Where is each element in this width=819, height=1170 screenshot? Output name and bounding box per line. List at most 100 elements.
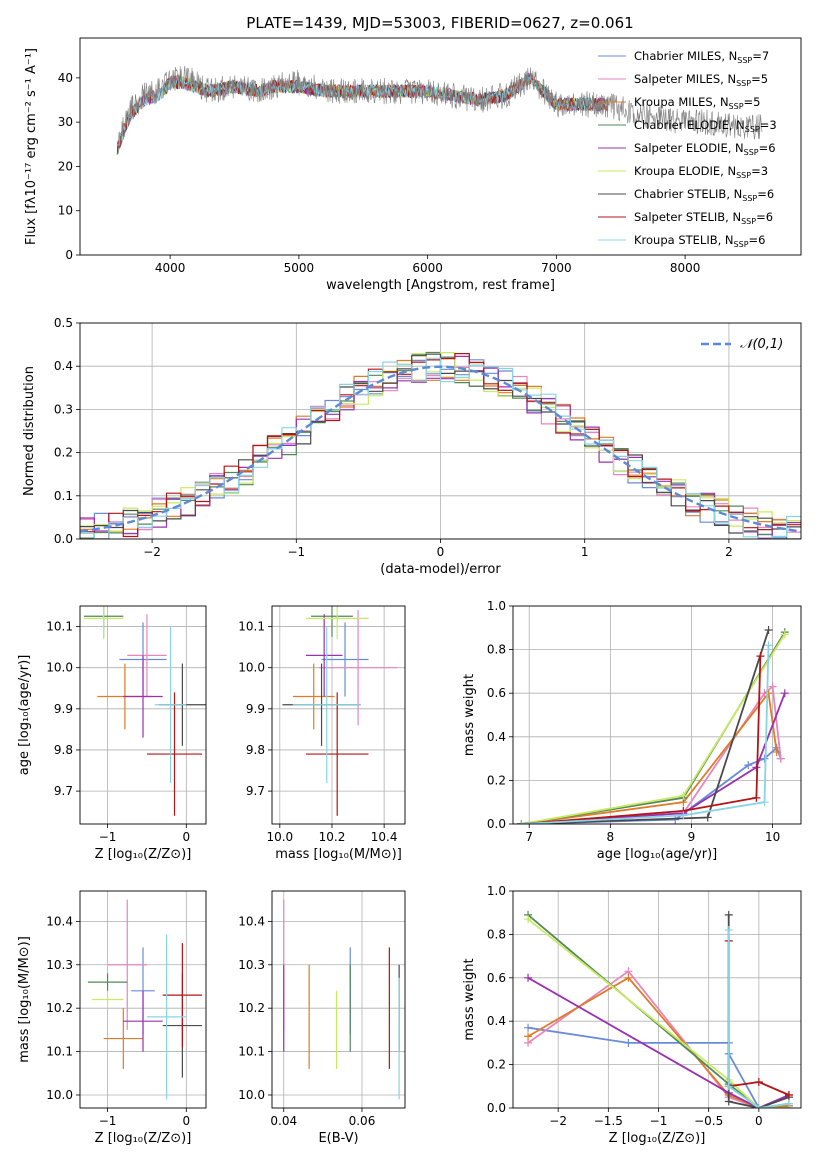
y-tick-label: 10.0 bbox=[238, 661, 265, 675]
y-tick-label: 10.2 bbox=[46, 1001, 73, 1015]
x-tick-label: 10 bbox=[765, 830, 780, 844]
legend-nssp: =6 bbox=[757, 187, 774, 201]
weight-marker bbox=[724, 910, 733, 919]
weight-line bbox=[521, 692, 786, 824]
weight-marker bbox=[517, 820, 526, 824]
plot-area bbox=[80, 323, 801, 539]
x-tick-label: −1 bbox=[99, 830, 117, 844]
weight-marker bbox=[756, 652, 765, 661]
x-axis-label: Z [log₁₀(Z/Z⊙)] bbox=[95, 847, 192, 862]
y-tick-label: 10.0 bbox=[238, 1088, 265, 1102]
x-tick-label: −2 bbox=[549, 1114, 567, 1128]
axes-frame bbox=[271, 890, 406, 1109]
plot-area bbox=[272, 891, 405, 1108]
x-tick-label: −2 bbox=[143, 545, 161, 559]
plot-area bbox=[116, 65, 763, 156]
x-tick-label: −1.5 bbox=[594, 1114, 623, 1128]
y-tick-label: 10.0 bbox=[46, 661, 73, 675]
y-tick-label: 1.0 bbox=[487, 599, 506, 613]
x-tick-label: 0 bbox=[182, 1114, 190, 1128]
y-tick-label: 0.4 bbox=[487, 730, 506, 744]
weight-line bbox=[520, 690, 778, 824]
legend-model-name: Kroupa STELIB, N bbox=[634, 233, 734, 247]
x-axis-label: mass [log₁₀(M/M⊙)] bbox=[275, 847, 402, 862]
weight-marker bbox=[524, 1023, 533, 1032]
residual-histogram bbox=[80, 357, 801, 539]
legend-nssp: =5 bbox=[751, 72, 768, 86]
y-tick-label: 9.7 bbox=[246, 784, 265, 798]
y-tick-label: 30 bbox=[58, 115, 73, 129]
x-tick-label: 8000 bbox=[670, 261, 701, 275]
weight-marker bbox=[679, 811, 688, 820]
y-tick-label: 10 bbox=[58, 204, 73, 218]
legend-model-name: Chabrier ELODIE, N bbox=[634, 118, 745, 132]
axes-frame bbox=[79, 37, 802, 256]
y-tick-label: 0.5 bbox=[54, 316, 73, 330]
axes-frame bbox=[79, 605, 207, 825]
weight-marker bbox=[724, 926, 733, 935]
x-tick-label: 10.0 bbox=[266, 830, 293, 844]
x-tick-label: 0.04 bbox=[270, 1114, 297, 1128]
x-tick-label: −1 bbox=[99, 1114, 117, 1128]
y-tick-label: 0.0 bbox=[54, 532, 73, 546]
weight-marker bbox=[703, 813, 712, 822]
y-tick-label: 0.8 bbox=[487, 643, 506, 657]
legend-subscript: SSP bbox=[734, 240, 749, 249]
normal-curve bbox=[80, 365, 801, 533]
legend-entry: Kroupa MILES, NSSP=5 bbox=[634, 95, 760, 111]
x-axis-label: wavelength [Angstrom, rest frame] bbox=[326, 278, 555, 293]
y-tick-label: 10.4 bbox=[46, 914, 73, 928]
axes-frame bbox=[512, 890, 802, 1109]
x-tick-label: −1 bbox=[650, 1114, 668, 1128]
x-tick-label: 4000 bbox=[155, 261, 186, 275]
x-axis-label: (data-model)/error bbox=[380, 562, 501, 577]
y-tick-label: 0.4 bbox=[487, 1014, 506, 1028]
legend-nssp: =6 bbox=[749, 233, 766, 247]
panel-spectrum: 4000 5000 6000 7000 8000 0 10 20 30 40 wavelength … bbox=[24, 37, 802, 293]
legend-model-name: Salpeter MILES, N bbox=[634, 72, 736, 86]
x-tick-label: 10.4 bbox=[371, 830, 398, 844]
y-tick-label: 40 bbox=[58, 71, 73, 85]
figure-title: PLATE=1439, MJD=53003, FIBERID=0627, z=0… bbox=[246, 14, 633, 32]
x-tick-label: 6000 bbox=[412, 261, 443, 275]
y-axis-label: mass weight bbox=[462, 958, 477, 1040]
legend-subscript: SSP bbox=[742, 194, 757, 203]
y-axis-label: Flux [fλ10⁻¹⁷ erg cm⁻² s⁻¹ A⁻¹] bbox=[24, 48, 39, 245]
panel-weight_vs_age: 7 8 9 10 0.0 0.2 0.4 0.6 0.8 1.0 age [log₁₀(age/yr… bbox=[462, 599, 802, 862]
legend-entry: Chabrier MILES, NSSP=7 bbox=[634, 49, 769, 65]
weight-line bbox=[527, 918, 789, 1108]
y-tick-label: 9.7 bbox=[54, 784, 73, 798]
x-tick-label: 2 bbox=[725, 545, 733, 559]
x-tick-label: 0 bbox=[182, 830, 190, 844]
legend-model-name: Kroupa MILES, N bbox=[634, 95, 729, 109]
legend-subscript: SSP bbox=[745, 125, 760, 134]
legend-subscript: SSP bbox=[737, 56, 752, 65]
panel-residuals: −2 −1 0 1 2 0.0 0.1 0.2 0.3 0.4 0.5 (data-model)/er… bbox=[22, 316, 802, 577]
y-tick-label: 20 bbox=[58, 159, 73, 173]
weight-line bbox=[521, 656, 762, 824]
axes-frame bbox=[79, 322, 802, 540]
weight-marker bbox=[724, 1082, 733, 1091]
y-tick-label: 10.3 bbox=[238, 958, 265, 972]
weight-marker bbox=[671, 815, 680, 824]
x-tick-label: 7 bbox=[525, 830, 533, 844]
legend-subscript: SSP bbox=[736, 79, 751, 88]
panel-mass_vs_ebv: 0.04 0.06 10.0 10.1 10.2 10.3 10.4 E(B-V) bbox=[238, 890, 406, 1146]
y-axis-label: age [log₁₀(age/yr)] bbox=[17, 655, 32, 776]
y-tick-label: 10.0 bbox=[46, 1088, 73, 1102]
y-tick-label: 9.8 bbox=[54, 743, 73, 757]
legend-entry: Chabrier ELODIE, NSSP=3 bbox=[634, 118, 777, 134]
y-tick-label: 10.1 bbox=[238, 1045, 265, 1059]
x-tick-label: 0 bbox=[437, 545, 445, 559]
weight-marker bbox=[754, 1077, 763, 1086]
axes-frame bbox=[271, 605, 406, 825]
weight-marker bbox=[524, 1032, 533, 1041]
y-tick-label: 0 bbox=[65, 248, 73, 262]
y-tick-label: 0.6 bbox=[487, 971, 506, 985]
legend-entry: Kroupa STELIB, NSSP=6 bbox=[634, 233, 765, 249]
weight-marker bbox=[768, 682, 777, 691]
y-tick-label: 0.4 bbox=[54, 359, 73, 373]
weight-marker bbox=[784, 1090, 793, 1099]
plot-area bbox=[272, 606, 405, 824]
